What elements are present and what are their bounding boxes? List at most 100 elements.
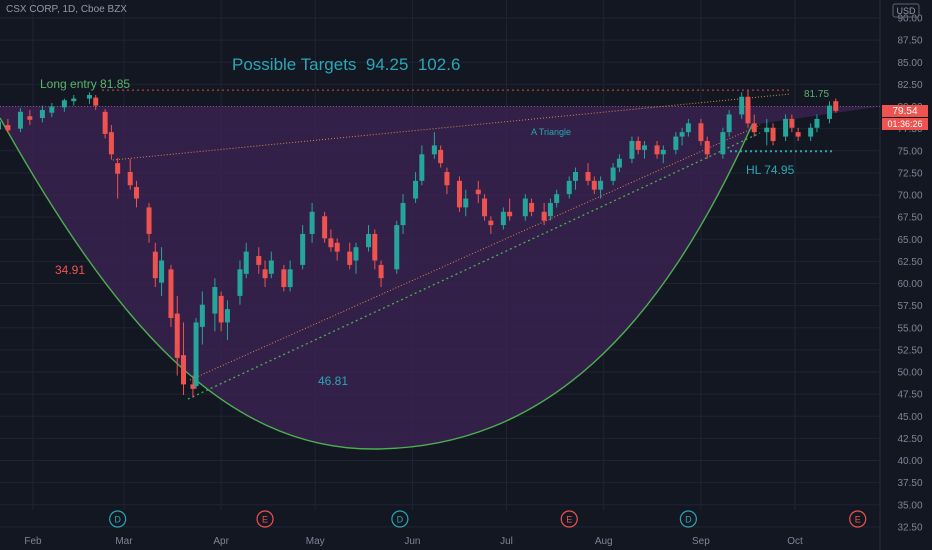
candle-body bbox=[482, 198, 488, 217]
event-marker[interactable]: E bbox=[849, 510, 867, 528]
candle-body bbox=[5, 125, 11, 131]
candle-body bbox=[541, 211, 547, 221]
annotation-34-91: 34.91 bbox=[55, 263, 85, 277]
candle-body bbox=[262, 269, 268, 279]
x-tick-label: Oct bbox=[787, 536, 803, 547]
candle-body bbox=[751, 123, 757, 133]
y-tick-label: 87.50 bbox=[897, 36, 922, 47]
y-tick-label: 37.50 bbox=[897, 478, 922, 489]
candle-body bbox=[566, 180, 572, 195]
candle-body bbox=[212, 287, 218, 314]
event-marker-circle bbox=[256, 510, 274, 528]
event-marker-label: E bbox=[566, 515, 572, 525]
event-marker[interactable]: D bbox=[679, 510, 697, 528]
candle-body bbox=[328, 238, 334, 248]
cup-curve bbox=[0, 117, 753, 450]
x-tick-label: Jul bbox=[500, 536, 513, 547]
candle-body bbox=[500, 211, 506, 226]
event-marker[interactable]: D bbox=[391, 510, 409, 528]
event-marker-circle bbox=[849, 510, 867, 528]
y-tick-label: 52.50 bbox=[897, 345, 922, 356]
currency-label: USD bbox=[896, 6, 916, 16]
x-tick-label: Sep bbox=[692, 536, 710, 547]
price-axis-panel bbox=[880, 0, 932, 550]
y-tick-label: 65.00 bbox=[897, 235, 922, 246]
candle-body bbox=[93, 97, 99, 106]
candle-body bbox=[27, 116, 33, 120]
candle-body bbox=[444, 171, 450, 186]
annotation-46-81: 46.81 bbox=[318, 374, 348, 388]
countdown-badge bbox=[882, 118, 928, 130]
event-marker[interactable]: E bbox=[256, 510, 274, 528]
y-tick-label: 67.50 bbox=[897, 213, 922, 224]
candle-body bbox=[115, 163, 121, 174]
event-marker-circle bbox=[560, 510, 578, 528]
chart-title: Possible Targets 94.25 102.6 bbox=[232, 55, 460, 74]
y-tick-label: 45.00 bbox=[897, 412, 922, 423]
candle-body bbox=[61, 100, 67, 108]
symbol-header: CSX CORP, 1D, Cboe BZX bbox=[6, 4, 127, 15]
last-price-text: 79.54 bbox=[892, 106, 917, 117]
candle-body bbox=[654, 145, 660, 155]
candle-body bbox=[475, 189, 481, 195]
candle-body bbox=[256, 256, 262, 265]
candle-body bbox=[347, 251, 353, 265]
candle-body bbox=[704, 141, 710, 155]
x-tick-label: Jun bbox=[404, 536, 420, 547]
candle-body bbox=[456, 180, 462, 208]
event-marker[interactable]: E bbox=[560, 510, 578, 528]
candle-body bbox=[268, 260, 274, 274]
y-tick-label: 42.50 bbox=[897, 434, 922, 445]
candle-body bbox=[585, 171, 591, 181]
candle-body bbox=[168, 269, 174, 319]
y-tick-label: 72.50 bbox=[897, 168, 922, 179]
candle-body bbox=[808, 127, 814, 137]
triangle-lower-line bbox=[189, 124, 761, 381]
candle-body bbox=[679, 132, 685, 137]
candle-body bbox=[108, 132, 114, 155]
candle-body bbox=[181, 355, 187, 385]
y-tick-label: 35.00 bbox=[897, 500, 922, 511]
y-tick-label: 62.50 bbox=[897, 257, 922, 268]
candle-body bbox=[71, 98, 77, 102]
candle-body bbox=[146, 207, 152, 234]
candle-body bbox=[438, 149, 444, 164]
candle-body bbox=[764, 127, 770, 133]
candle-body bbox=[378, 264, 384, 279]
candle-body bbox=[243, 251, 249, 274]
candle-body bbox=[309, 211, 315, 234]
candle-body bbox=[610, 167, 616, 181]
candle-body bbox=[431, 145, 437, 155]
candle-body bbox=[133, 187, 139, 199]
candle-body bbox=[673, 136, 679, 150]
x-tick-label: Feb bbox=[24, 536, 42, 547]
candle-body bbox=[529, 202, 535, 212]
candle-body bbox=[400, 202, 406, 226]
y-tick-label: 40.00 bbox=[897, 456, 922, 467]
candle-body bbox=[463, 198, 469, 208]
candle-body bbox=[507, 211, 513, 217]
candle-body bbox=[334, 242, 340, 252]
candle-body bbox=[17, 111, 23, 129]
annotation-81-75: 81.75 bbox=[804, 89, 829, 100]
candle-body bbox=[685, 123, 691, 133]
event-marker[interactable]: D bbox=[109, 510, 127, 528]
candle-body bbox=[237, 269, 243, 296]
candle-body bbox=[190, 384, 196, 389]
candle-body bbox=[394, 225, 400, 270]
y-tick-label: 70.00 bbox=[897, 191, 922, 202]
time-axis: Feb Mar Apr May Jun Jul Aug Sep Oct bbox=[24, 536, 803, 547]
candle-body bbox=[591, 180, 597, 190]
candle-body bbox=[826, 105, 832, 119]
candle-body bbox=[720, 132, 726, 155]
candle-body bbox=[488, 220, 494, 226]
y-tick-label: 60.00 bbox=[897, 279, 922, 290]
candle-body bbox=[660, 149, 666, 155]
candle-body bbox=[419, 154, 425, 181]
candle-body bbox=[629, 141, 635, 159]
event-marker-label: D bbox=[685, 515, 692, 525]
candle-body bbox=[127, 171, 133, 186]
currency-box[interactable] bbox=[892, 3, 920, 18]
annotation-hl: HL 74.95 bbox=[746, 163, 795, 177]
